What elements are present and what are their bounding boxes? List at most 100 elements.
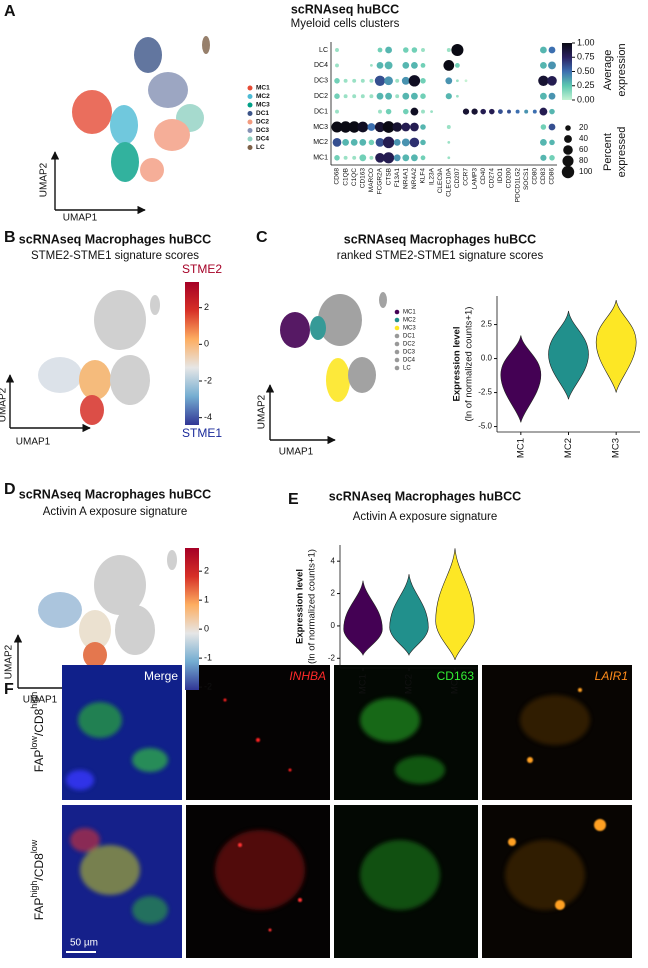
dot bbox=[401, 138, 410, 147]
dot bbox=[375, 152, 385, 163]
dot bbox=[539, 107, 548, 116]
gene-label: SOCS1 bbox=[523, 168, 530, 190]
legend-swatch bbox=[394, 325, 400, 331]
gene-label: NR4A2 bbox=[411, 168, 418, 189]
legend-label: LC bbox=[403, 366, 411, 372]
legend-label: MC3 bbox=[256, 102, 270, 109]
dot bbox=[420, 124, 426, 130]
dot bbox=[403, 47, 409, 53]
panel-letter: B bbox=[4, 229, 16, 246]
gene-label: PDCD1LG2 bbox=[514, 168, 521, 203]
dot bbox=[342, 139, 349, 146]
legend-label: MC1 bbox=[256, 85, 270, 92]
umap-a bbox=[72, 36, 210, 182]
gene-label: CD40 bbox=[480, 168, 487, 185]
legend-swatch bbox=[394, 341, 400, 347]
dot bbox=[357, 121, 369, 133]
dot bbox=[368, 139, 375, 146]
colorbar bbox=[185, 548, 199, 690]
dot bbox=[343, 155, 348, 160]
x-tick-label: MC1 bbox=[515, 438, 526, 458]
axis-label: UMAP2 bbox=[4, 644, 15, 679]
dot bbox=[421, 48, 425, 52]
dot bbox=[420, 93, 426, 99]
dot bbox=[410, 107, 419, 116]
dot bbox=[382, 136, 395, 149]
y-axis-label: Expression level bbox=[295, 569, 306, 644]
gene-label: NR4A1 bbox=[403, 168, 410, 189]
dot bbox=[515, 109, 520, 114]
dot bbox=[374, 121, 386, 133]
panel-title: scRNAseq Macrophages huBCC bbox=[19, 487, 211, 501]
umap-d bbox=[38, 550, 177, 668]
row-label-part: /CD8 bbox=[32, 708, 46, 736]
umap-c bbox=[280, 292, 387, 402]
dot bbox=[359, 139, 367, 146]
row-label-part: FAP bbox=[32, 750, 46, 773]
size-legend-label: 80 bbox=[579, 156, 588, 165]
gene-label: CD163 bbox=[360, 168, 367, 189]
dot bbox=[395, 78, 400, 83]
legend-swatch bbox=[247, 85, 253, 91]
gene-label: CD86 bbox=[549, 168, 556, 185]
dot bbox=[456, 94, 459, 98]
colorbar-tick-label: 2 bbox=[204, 566, 209, 576]
violin bbox=[343, 580, 383, 656]
gene-label: C1QB bbox=[342, 168, 349, 186]
colorbar-tick-label: -1 bbox=[204, 652, 212, 662]
gene-label: CD80 bbox=[532, 168, 539, 185]
gene-label: MARCO bbox=[368, 168, 375, 192]
y-tick-label: 2.5 bbox=[481, 320, 493, 329]
dot bbox=[445, 77, 453, 85]
dot bbox=[410, 122, 419, 132]
row-label: MC2 bbox=[313, 139, 328, 146]
dot bbox=[331, 121, 343, 133]
axis-label: UMAP1 bbox=[63, 213, 98, 224]
panel-title: scRNAseq Macrophages huBCC bbox=[19, 232, 211, 246]
panel-subtitle: Activin A exposure signature bbox=[43, 506, 187, 518]
dot bbox=[540, 139, 547, 146]
dot bbox=[384, 76, 393, 86]
row-label: DC1 bbox=[314, 108, 328, 115]
legend-label: DC2 bbox=[403, 342, 416, 348]
dot bbox=[420, 62, 426, 68]
axis-label: UMAP2 bbox=[39, 162, 50, 197]
colorbar-label: STME1 bbox=[182, 426, 222, 440]
gene-label: CD83 bbox=[540, 168, 547, 185]
axis-label: UMAP2 bbox=[0, 387, 9, 422]
panel-subtitle: Myeloid cells clusters bbox=[291, 18, 400, 30]
dot bbox=[348, 121, 360, 133]
row-label-part: high bbox=[29, 881, 39, 898]
scale-bar-label: 50 µm bbox=[70, 938, 98, 949]
dot bbox=[370, 64, 373, 67]
x-tick-label: MC2 bbox=[563, 438, 574, 458]
row-label-part: low bbox=[29, 839, 39, 853]
size-title: Percent bbox=[602, 133, 614, 171]
dot bbox=[430, 110, 433, 113]
legend-swatch bbox=[394, 349, 400, 355]
dot bbox=[335, 63, 339, 68]
dot bbox=[343, 78, 348, 83]
colorbar-tick-label: 0 bbox=[204, 339, 209, 349]
dot bbox=[524, 109, 529, 114]
dot bbox=[456, 79, 459, 83]
dot bbox=[446, 125, 451, 129]
gene-label: CCR7 bbox=[463, 168, 470, 186]
dot bbox=[332, 138, 342, 147]
legend-swatch bbox=[394, 317, 400, 323]
dot bbox=[451, 43, 464, 57]
gene-label: C1QC bbox=[351, 168, 358, 186]
violin bbox=[500, 335, 542, 423]
dot bbox=[464, 79, 468, 83]
legend-label: DC1 bbox=[403, 334, 416, 340]
dot bbox=[538, 75, 549, 86]
row-label: DC2 bbox=[314, 93, 328, 100]
dot bbox=[382, 121, 395, 133]
panel-title: scRNAseq huBCC bbox=[291, 2, 399, 16]
dot bbox=[335, 48, 339, 52]
dot bbox=[480, 108, 486, 115]
legend-swatch bbox=[247, 94, 253, 99]
x-tick-label: MC3 bbox=[611, 438, 622, 458]
dot bbox=[395, 94, 400, 99]
dot bbox=[369, 94, 374, 99]
